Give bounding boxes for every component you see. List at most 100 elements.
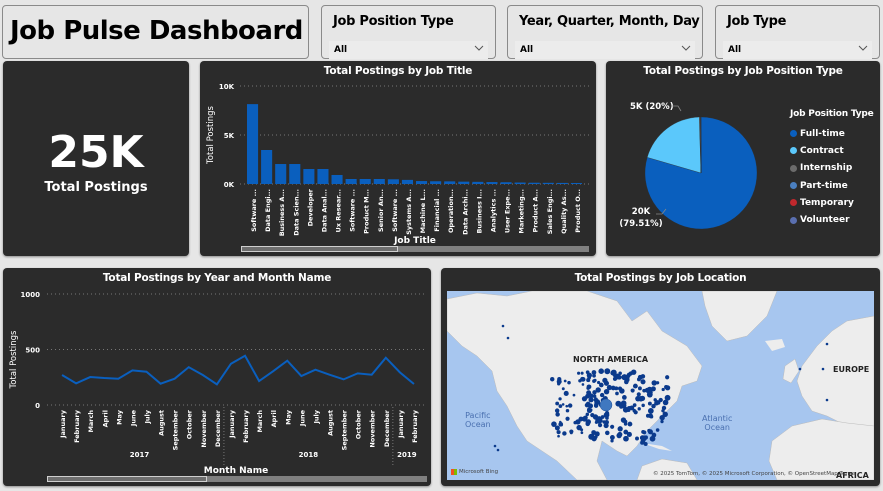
legend-title: Job Position Type: [790, 109, 874, 119]
map-point: [662, 411, 668, 418]
map-point: [632, 403, 637, 407]
map-point: [603, 412, 610, 418]
map-point: [612, 373, 617, 377]
pie-chart: 5K (20%) 20K (79.51%): [619, 102, 758, 230]
bar: [486, 182, 498, 184]
x-tick-label: User Expe...: [504, 189, 512, 233]
map-point: [645, 413, 650, 418]
map-point: [636, 377, 641, 382]
bar: [345, 179, 357, 184]
legend-label: Part-time: [800, 180, 848, 191]
legend-item[interactable]: Part-time: [790, 177, 874, 194]
slicer-dropdown[interactable]: All: [515, 41, 695, 59]
map-point: [602, 420, 606, 424]
legend-item[interactable]: Contract: [790, 142, 874, 159]
map-point: [501, 324, 505, 328]
map-point: [561, 403, 565, 406]
x-tick-label: July: [144, 409, 152, 424]
x-tick-label: March: [87, 410, 95, 433]
x-tick-label: Marketing...: [518, 189, 526, 234]
map-point: [591, 370, 597, 375]
map-point: [572, 393, 576, 397]
map-point: [558, 397, 562, 401]
x-tick-label: Software ...: [250, 189, 258, 232]
bar: [387, 179, 399, 184]
map-point: [798, 367, 802, 371]
map-point: [637, 386, 642, 391]
map-panel[interactable]: Total Postings by Job Location NORTH AME…: [441, 268, 880, 486]
map-point: [552, 422, 557, 426]
map-attribution[interactable]: © 2025 TomTom, © 2025 Microsoft Corporat…: [653, 471, 856, 477]
bar-chart-panel[interactable]: Total Postings by Job Title 0K 5K 10K Total…: [200, 61, 596, 256]
pie-chart-panel[interactable]: Total Postings by Job Position Type 5K (…: [606, 61, 880, 256]
map-point: [825, 398, 829, 402]
map-point: [592, 390, 597, 395]
slicer-job-position-type[interactable]: Job Position Type All: [321, 5, 496, 59]
map-point: [496, 448, 500, 452]
line-chart-scrollbar[interactable]: [47, 476, 427, 482]
map-point: [659, 415, 665, 421]
map-point: [617, 431, 623, 437]
map-point: [615, 391, 619, 396]
map-point: [565, 408, 570, 413]
map-label-north-america: NORTH AMERICA: [573, 355, 649, 364]
map-point: [624, 379, 629, 385]
slicer-dropdown[interactable]: All: [723, 41, 872, 59]
bar: [472, 181, 484, 184]
map-point: [573, 420, 577, 425]
bar: [317, 169, 329, 184]
map-point: [585, 370, 590, 375]
scrollbar-thumb[interactable]: [47, 476, 207, 482]
x-tick-label: April: [270, 410, 278, 427]
map-point: [662, 399, 669, 406]
x-tick-label: May: [284, 409, 292, 425]
map-point: [821, 367, 825, 371]
map-point: [578, 379, 582, 383]
bar: [359, 179, 371, 184]
map-point: [506, 336, 510, 340]
slicer-date-hierarchy[interactable]: Year, Quarter, Month, Day All: [507, 5, 703, 59]
legend-item[interactable]: Internship: [790, 160, 874, 177]
x-tick-label: November: [200, 409, 208, 447]
scrollbar-thumb[interactable]: [241, 246, 398, 252]
map-point: [658, 397, 663, 403]
x-tick-label: October: [355, 409, 363, 439]
kpi-card[interactable]: 25K Total Postings: [3, 61, 189, 256]
year-group-label: 2017: [130, 451, 150, 459]
map-points-layer: [493, 324, 829, 452]
map-canvas[interactable]: NORTH AMERICA EUROPE AFRICA Pacific Ocea…: [447, 291, 874, 480]
x-tick-label: Machine L...: [419, 189, 427, 233]
slicer-job-type[interactable]: Job Type All: [715, 5, 880, 59]
x-tick-label: February: [411, 409, 419, 443]
bar: [416, 181, 428, 184]
legend-marker-icon: [790, 216, 797, 224]
slicer-value: All: [520, 45, 534, 55]
map-point: [617, 426, 623, 432]
map-point: [665, 375, 670, 380]
map-point: [581, 383, 585, 386]
legend-marker-icon: [790, 199, 797, 207]
legend-item[interactable]: Temporary: [790, 194, 874, 211]
line-chart-panel[interactable]: Total Postings by Year and Month Name 0 5…: [3, 268, 431, 486]
map-point: [610, 385, 616, 391]
legend-marker-icon: [790, 130, 797, 138]
map-point: [632, 383, 638, 389]
y-tick-label: 500: [25, 347, 40, 355]
map-point: [598, 382, 604, 388]
map-point: [550, 377, 555, 382]
year-group-label: 2018: [299, 451, 319, 459]
map-point-large: [599, 398, 613, 412]
slicer-dropdown[interactable]: All: [329, 41, 488, 59]
map-point: [555, 412, 560, 417]
x-tick-label: Software ...: [391, 189, 399, 232]
map-point: [617, 386, 623, 391]
map-point: [558, 404, 563, 409]
map-point: [588, 397, 594, 403]
map-point: [655, 428, 660, 432]
x-tick-label: September: [172, 409, 180, 450]
legend-item[interactable]: Volunteer: [790, 211, 874, 228]
map-point: [623, 435, 629, 442]
map-label-africa: AFRICA: [836, 471, 869, 480]
bar-chart-scrollbar[interactable]: [241, 246, 589, 252]
legend-item[interactable]: Full-time: [790, 125, 874, 142]
